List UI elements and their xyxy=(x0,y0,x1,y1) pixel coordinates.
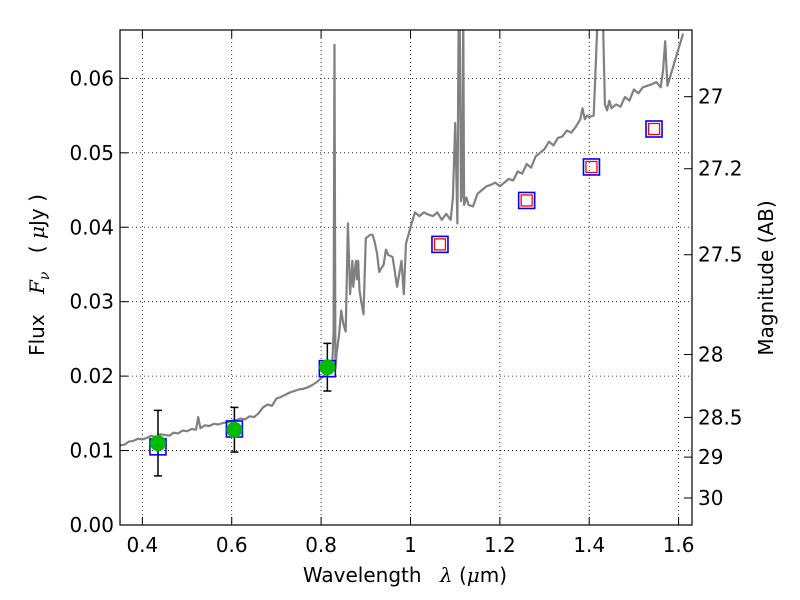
x-tick-label: 0.4 xyxy=(126,533,158,557)
y-tick-label: 0.03 xyxy=(69,290,114,314)
model-band-square xyxy=(431,235,449,254)
y2-tick-label: 30 xyxy=(698,486,723,510)
grid-lines xyxy=(120,30,692,526)
plot-frame xyxy=(119,29,693,526)
photometry-point xyxy=(226,421,243,438)
model-band-square xyxy=(517,191,536,210)
y2-tick-label: 29 xyxy=(698,445,723,469)
y2-tick-label: 27 xyxy=(698,85,723,109)
axis-ticks: 0.4 0.6 0.8 1 1.2 1.4 1.6 0.00 0.01 0.02 0.03 0.04 0… xyxy=(69,30,743,557)
y-tick-label: 0.06 xyxy=(69,66,114,90)
x-axis-title: Wavelength λ (μm) xyxy=(303,563,507,587)
photometry-point xyxy=(149,435,166,452)
x-tick-label: 1.6 xyxy=(663,533,695,557)
y2-tick-label: 27.5 xyxy=(698,243,743,267)
x-tick-label: 1.2 xyxy=(484,533,516,557)
x-tick-label: 1.4 xyxy=(573,533,605,557)
y2-tick-label: 28 xyxy=(698,342,723,366)
x-tick-label: 0.8 xyxy=(305,533,337,557)
data-marks xyxy=(149,120,663,477)
spectrum-layer xyxy=(120,30,685,447)
y2-tick-label: 27.2 xyxy=(698,157,743,181)
y2-tick-label: 28.5 xyxy=(698,405,743,429)
x-tick-label: 0.6 xyxy=(216,533,248,557)
photometry-point xyxy=(319,359,336,376)
y-tick-label: 0.05 xyxy=(69,141,114,165)
y-tick-label: 0.00 xyxy=(69,513,114,537)
predicted-band-square xyxy=(433,238,447,251)
predicted-band-square xyxy=(647,122,661,136)
y-tick-label: 0.04 xyxy=(69,215,114,239)
y2-axis-title: Magnitude (AB) xyxy=(754,200,778,355)
predicted-band-square xyxy=(585,160,598,174)
model-band-square xyxy=(582,158,601,176)
predicted-band-square xyxy=(520,194,533,207)
y-axis-title: Flux Fν ( μJy ) xyxy=(25,194,54,356)
y-tick-label: 0.02 xyxy=(69,364,114,388)
model-band-square xyxy=(645,120,663,138)
x-tick-label: 1 xyxy=(404,533,417,557)
y-tick-label: 0.01 xyxy=(69,439,114,463)
spectrum-line xyxy=(120,30,685,447)
